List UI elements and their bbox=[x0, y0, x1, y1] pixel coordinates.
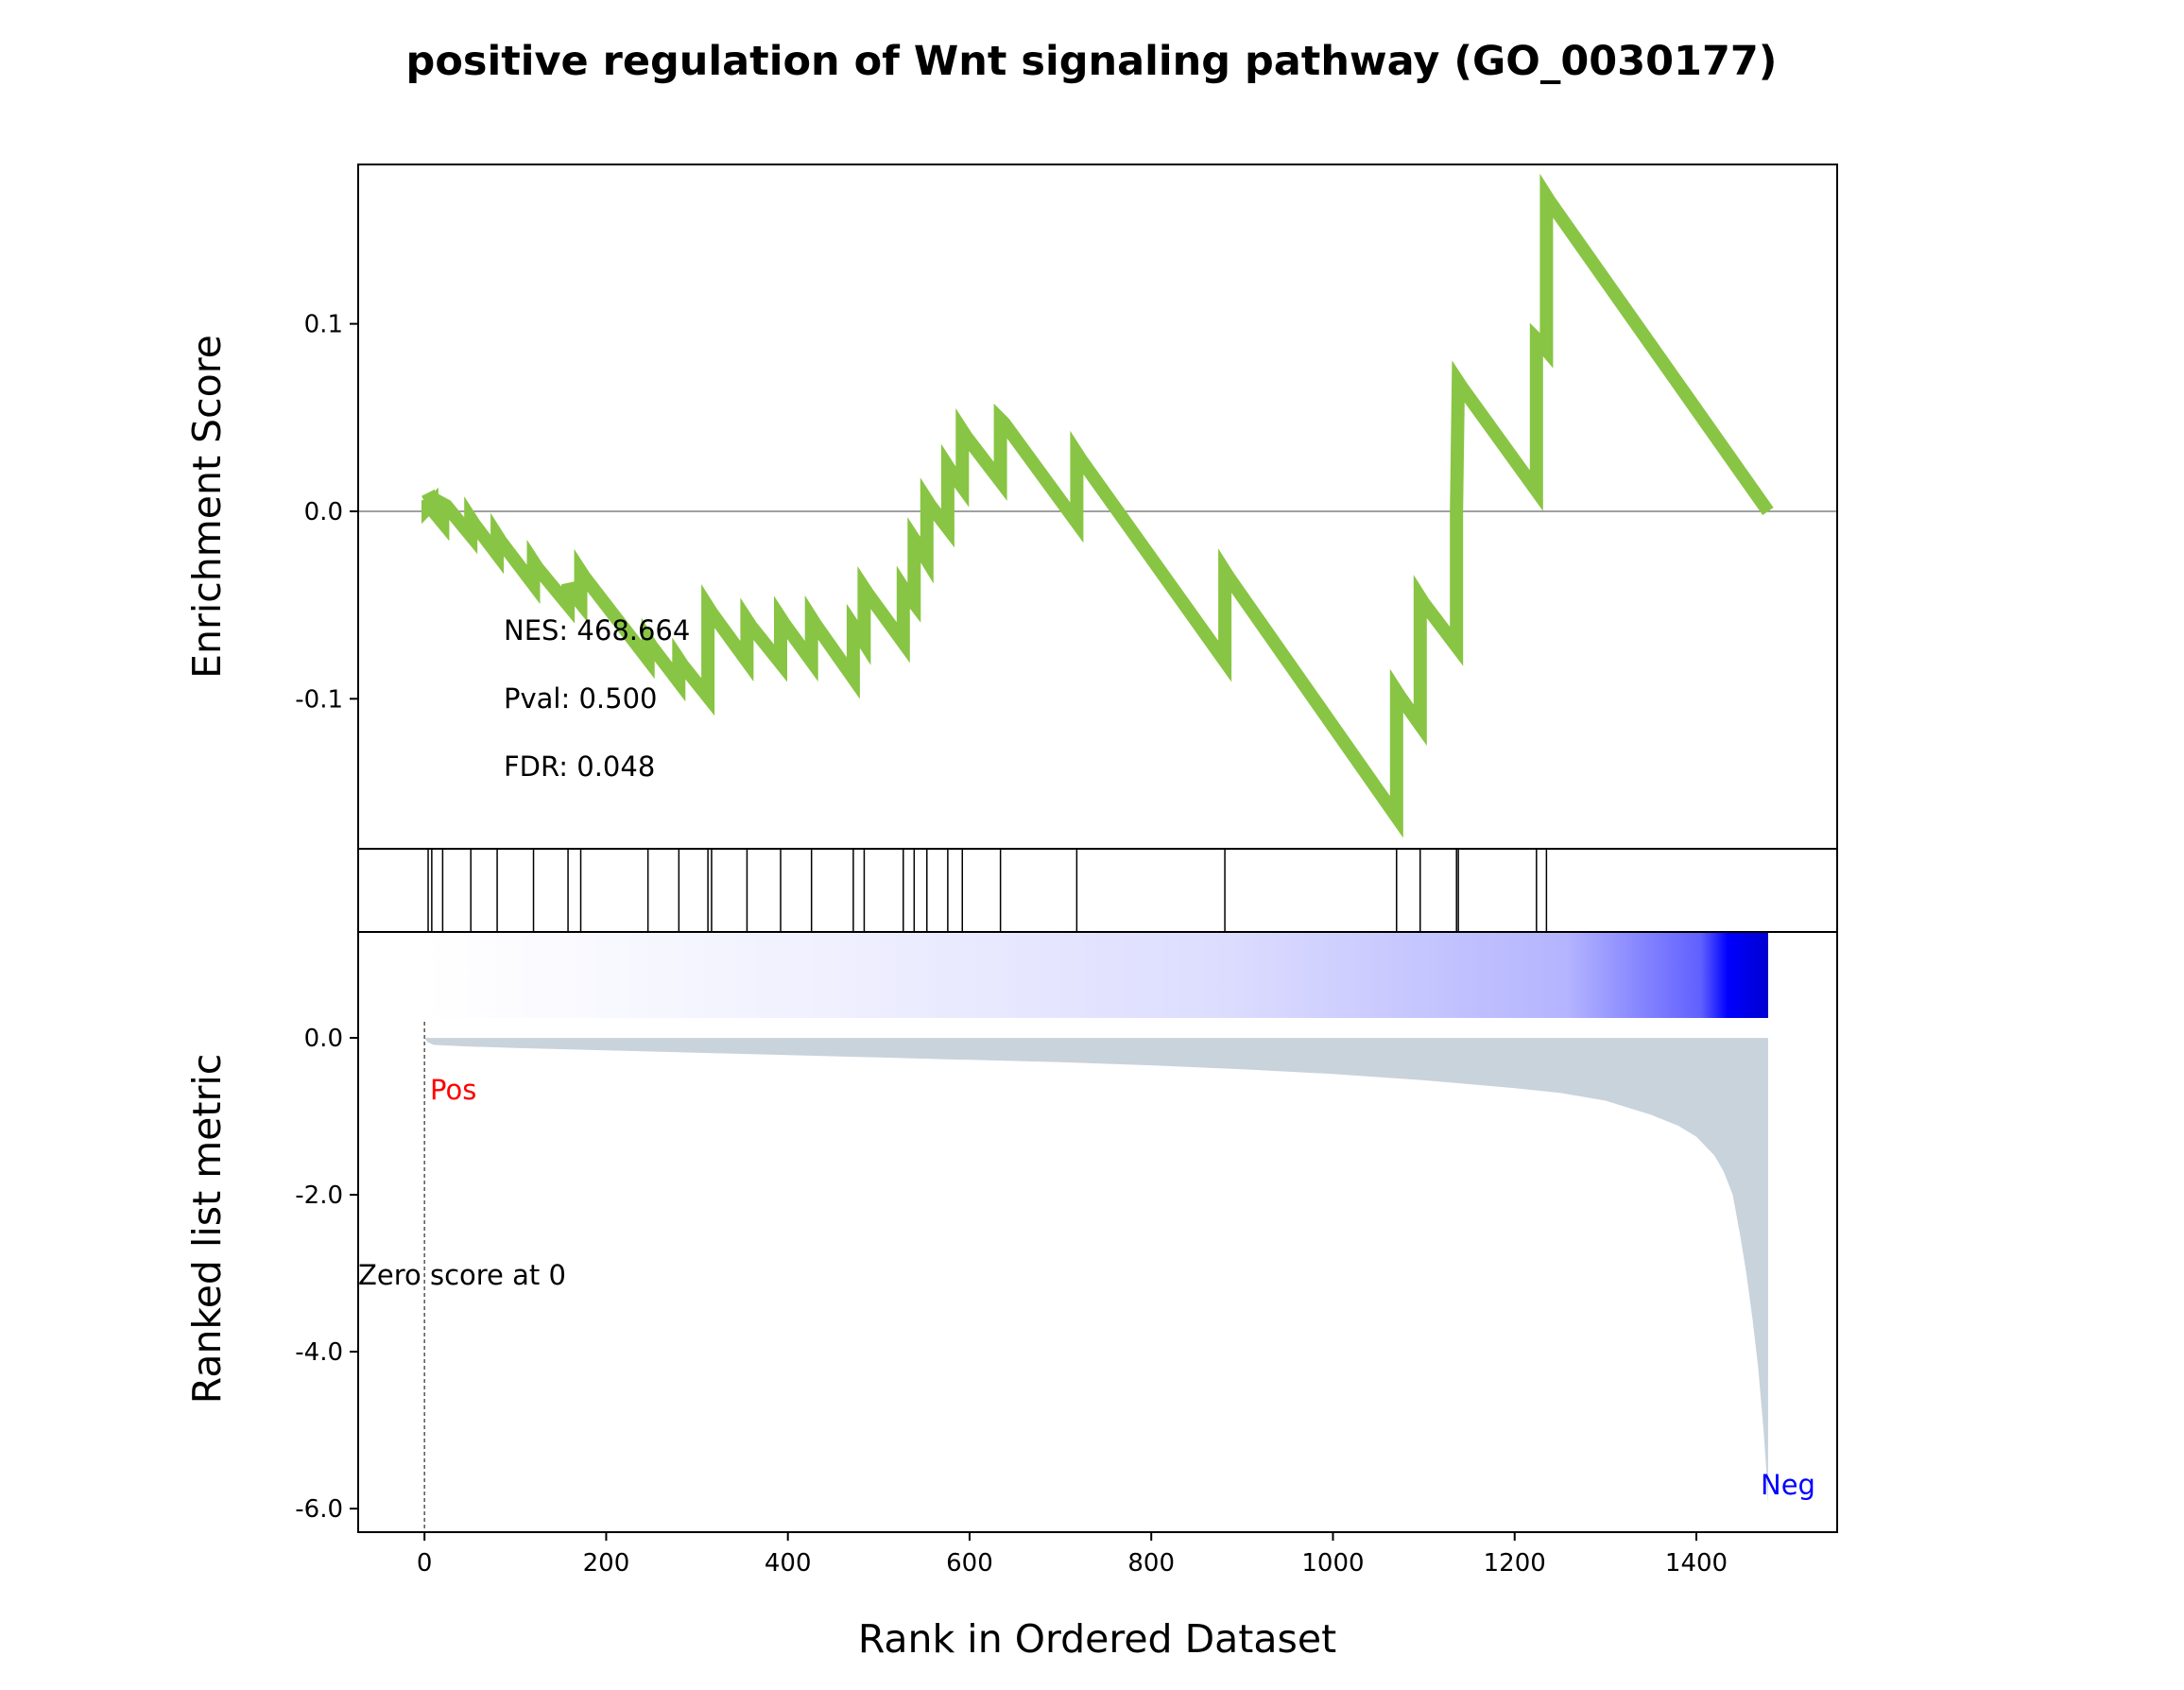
x-tick-label: 200 bbox=[583, 1549, 630, 1578]
x-axis-label: Rank in Ordered Dataset bbox=[858, 1616, 1336, 1662]
metric-y-axis-label: Ranked list metric bbox=[184, 1054, 230, 1405]
x-tick-label: 800 bbox=[1127, 1549, 1175, 1578]
metric-y-tick-label: 0.0 bbox=[304, 1025, 343, 1053]
hits-panel bbox=[357, 848, 1838, 933]
x-tick-label: 1000 bbox=[1301, 1549, 1364, 1578]
ranked-metric-area bbox=[424, 1038, 1768, 1505]
ranked-metric-panel: 0.0-2.0-4.0-6.0 Pos Neg Zero score at 0 … bbox=[184, 931, 1838, 1533]
enrichment-panel: 0.1 0.0 -0.1 NES: 468.664 Pval: 0.500 FDR:… bbox=[184, 164, 1838, 850]
rank-heatmap-bar bbox=[424, 932, 1768, 1018]
pos-label: Pos bbox=[430, 1074, 476, 1106]
x-axis-ticks: 0 200 400 600 800 1000 1200 1400 bbox=[417, 1532, 1728, 1578]
hits-frame bbox=[357, 848, 1838, 933]
chart-title: positive regulation of Wnt signaling pat… bbox=[406, 38, 1778, 85]
neg-label: Neg bbox=[1761, 1469, 1815, 1501]
x-tick-label: 600 bbox=[946, 1549, 993, 1578]
x-tick-label: 1200 bbox=[1484, 1549, 1546, 1578]
metric-y-ticks: 0.0 -2.0 -4.0 -6.0 bbox=[295, 1025, 358, 1524]
hit-markers bbox=[427, 849, 1548, 932]
metric-y-tick-label: -6.0 bbox=[295, 1495, 343, 1524]
pval-annotation: Pval: 0.500 bbox=[504, 682, 658, 715]
zero-score-note: Zero score at 0 bbox=[358, 1259, 566, 1291]
ranked-metric-frame bbox=[357, 931, 1838, 1533]
x-tick-label: 400 bbox=[765, 1549, 812, 1578]
fdr-annotation: FDR: 0.048 bbox=[504, 750, 655, 783]
metric-y-tick-label: -4.0 bbox=[295, 1338, 343, 1367]
running-enrichment-line bbox=[421, 173, 1774, 838]
es-y-tick-label: 0.1 bbox=[304, 311, 343, 339]
es-y-tick-label: 0.0 bbox=[304, 498, 343, 526]
es-y-tick-label: -0.1 bbox=[295, 685, 343, 714]
x-tick-label: 0 bbox=[417, 1549, 433, 1578]
x-tick-label: 1400 bbox=[1665, 1549, 1728, 1578]
metric-y-tick-label: -2.0 bbox=[295, 1181, 343, 1210]
es-y-axis-label: Enrichment Score bbox=[184, 335, 230, 679]
enrichment-frame bbox=[357, 164, 1838, 850]
es-y-ticks: 0.1 0.0 -0.1 bbox=[295, 311, 358, 714]
nes-annotation: NES: 468.664 bbox=[504, 614, 690, 647]
